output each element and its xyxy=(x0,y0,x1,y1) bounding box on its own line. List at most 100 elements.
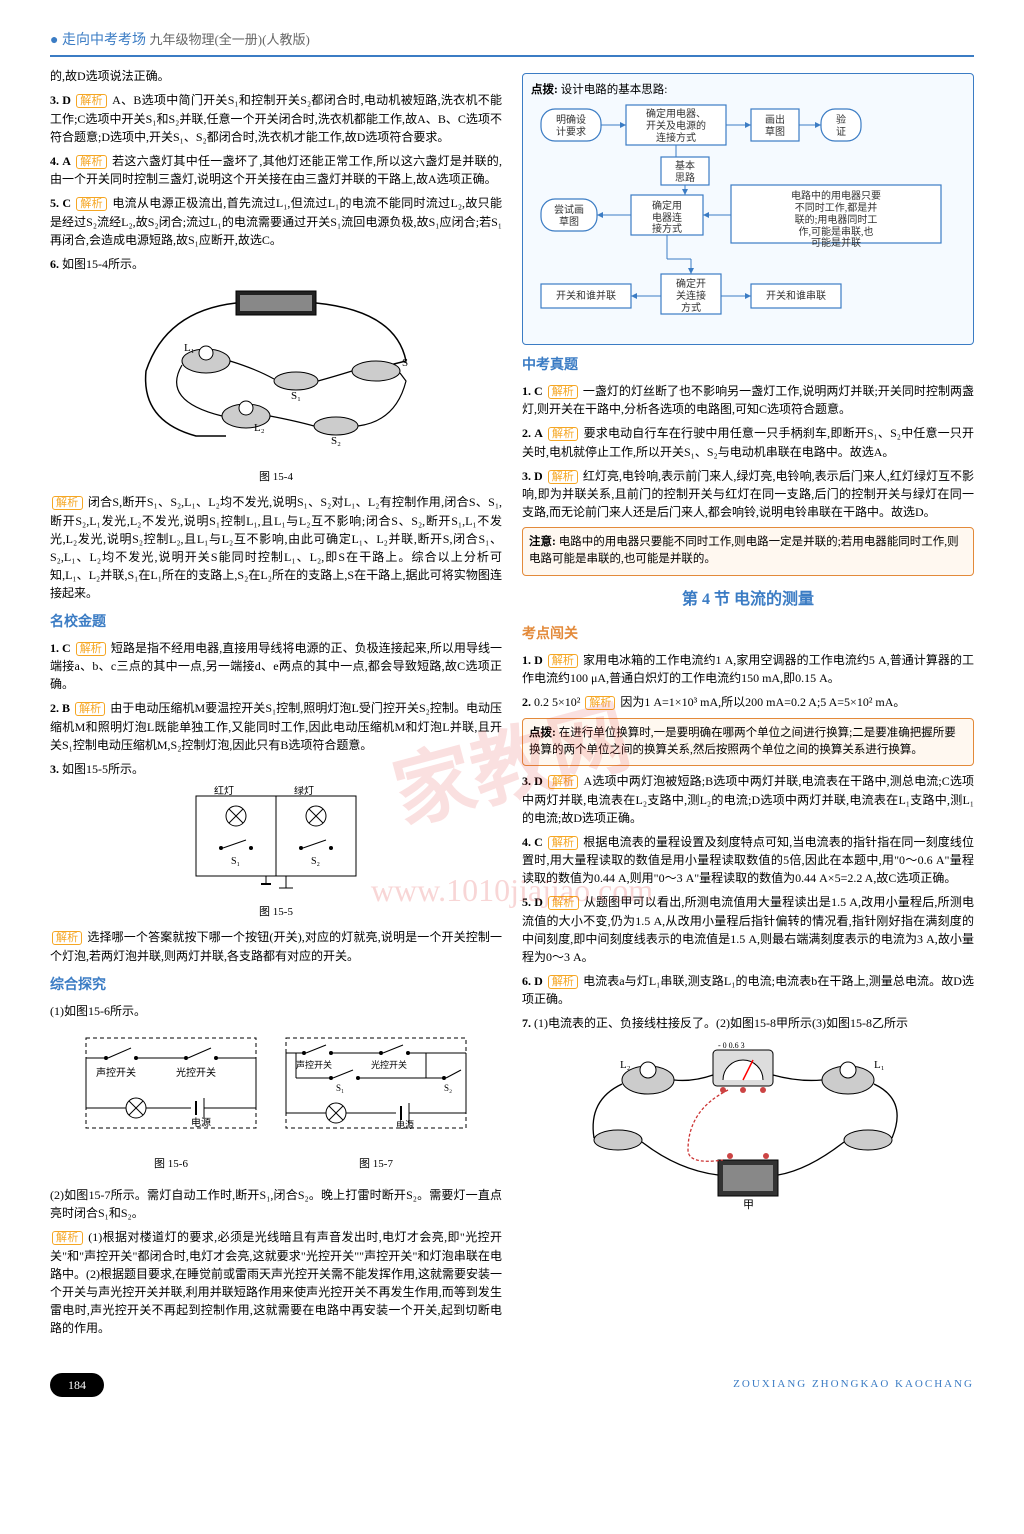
svg-text:可能是并联: 可能是并联 xyxy=(811,236,861,249)
q6-analysis-text: 闭合S,断开S₁、S₂,L₁、L₂均不发光,说明S₁、S₂对L₁、L₂有控制作用… xyxy=(50,495,502,600)
r3-text: 红灯亮,电铃响,表示前门来人,绿灯亮,电铃响,表示后门来人,红灯绿灯互不影响,即… xyxy=(522,469,974,520)
svg-text:计要求: 计要求 xyxy=(556,125,586,138)
q4-ans: A xyxy=(62,154,71,168)
mingxiao-title: 名校金题 xyxy=(50,612,502,633)
svg-text:证: 证 xyxy=(836,126,846,138)
k1-num: 1. xyxy=(522,653,531,667)
m1-text: 短路是指不经用电器,直接用导线将电源的正、负极连接起来,所以用导线一端接a、b、… xyxy=(50,641,502,692)
header-subtitle: 九年级物理(全一册)(人教版) xyxy=(149,32,309,47)
fig157-s1: S₁ xyxy=(336,1083,344,1093)
r2: 2. A 解析 要求电动自行车在行驶中用任意一只手柄刹车,即断开S₁、S₂中任意… xyxy=(522,424,974,461)
k2-text2: 因为1 A=1×10³ mA,所以200 mA=0.2 A;5 A=5×10² … xyxy=(620,695,905,709)
r3-num: 3. xyxy=(522,469,531,483)
k2: 2. 0.2 5×10² 解析 因为1 A=1×10³ mA,所以200 mA=… xyxy=(522,693,974,712)
r1-ans: C xyxy=(534,384,543,398)
k4-text: 根据电流表的量程设置及刻度特点可知,当电流表的指针指在同一刻度线位置时,用大量程… xyxy=(522,835,974,886)
svg-text:开关和谁串联: 开关和谁串联 xyxy=(766,289,826,302)
svg-text:思路: 思路 xyxy=(675,171,695,184)
svg-text:作,可能是串联,也: 作,可能是串联,也 xyxy=(799,225,874,238)
k4-ans: C xyxy=(534,835,543,849)
jiexi-label: 解析 xyxy=(52,1231,83,1245)
dianbo2-text: 在进行单位换算时,一是要明确在哪两个单位之间进行换算;二是要准确把握所要换算的两… xyxy=(529,727,956,756)
svg-text:确定用电器、: 确定用电器、 xyxy=(646,107,706,120)
svg-text:L₂: L₂ xyxy=(620,1059,631,1071)
m3: 3. 如图15-5所示。 xyxy=(50,760,502,778)
svg-text:联的;用电器同时工: 联的;用电器同时工 xyxy=(795,213,878,226)
svg-text:开关及电源的: 开关及电源的 xyxy=(646,119,706,132)
m1: 1. C 解析 短路是指不经用电器,直接用导线将电源的正、负极连接起来,所以用导… xyxy=(50,639,502,694)
k6-text: 电流表a与灯L₁串联,测支路L₁的电流;电流表b在干路上,测量总电流。故D选项正… xyxy=(522,974,974,1007)
figure-15-6-7: 声控开关 光控开关 电源 图 15-6 S₁ S₂ 声控开关 光控开关 xyxy=(50,1028,502,1179)
dianbo2-box: 点拨: 在进行单位换算时,一是要明确在哪两个单位之间进行换算;二是要准确把握所要… xyxy=(522,718,974,767)
jiexi-label: 解析 xyxy=(548,470,578,484)
svg-text:不同时工作,都是并: 不同时工作,都是并 xyxy=(795,201,878,214)
z1a: (1)如图15-6所示。 xyxy=(50,1002,502,1020)
fig156-caption: 图 15-6 xyxy=(76,1156,266,1173)
r2-num: 2. xyxy=(522,426,531,440)
fig154-caption: 图 15-4 xyxy=(50,469,502,486)
k1: 1. D 解析 家用电冰箱的工作电流约1 A,家用空调器的工作电流约5 A,普通… xyxy=(522,651,974,688)
fig155-green: 绿灯 xyxy=(294,786,314,797)
fig155-caption: 图 15-5 xyxy=(50,904,502,921)
svg-text:S₁: S₁ xyxy=(291,390,301,402)
q4-text: 若这六盏灯其中任一盏坏了,其他灯还能正常工作,所以这六盏灯是并联的,由一个开关同… xyxy=(50,154,502,187)
figure-15-4: L₁ S S₁ L₂ S₂ 图 15-4 xyxy=(50,281,502,486)
m1-ans: C xyxy=(62,641,71,655)
jiexi-label: 解析 xyxy=(75,702,105,716)
jiexi-label: 解析 xyxy=(76,197,107,211)
q4-num: 4. xyxy=(50,154,59,168)
k3-num: 3. xyxy=(522,774,531,788)
page-footer: 184 ZOUXIANG ZHONGKAO KAOCHANG xyxy=(50,1363,974,1397)
q6-text: 如图15-4所示。 xyxy=(62,257,144,271)
q3: 3. D 解析 A、B选项中简门开关S₁和控制开关S₂都闭合时,电动机被短路,洗… xyxy=(50,91,502,146)
k5: 5. D 解析 从题图甲可以看出,所测电流值用大量程读出是1.5 A,改用小量程… xyxy=(522,893,974,966)
zhenti-title: 中考真题 xyxy=(522,355,974,376)
figure-15-5: 红灯 绿灯 S₁ S₂ 图 15-5 xyxy=(50,786,502,921)
m2: 2. B 解析 由于电动压缩机M要温控开关S₁控制,照明灯泡L受门控开关S₂控制… xyxy=(50,699,502,754)
zhuyi-text: 电路中的用电器只要能不同时工作,则电路一定是并联的;若用电器能同时工作,则电路可… xyxy=(529,536,959,565)
page-header: ● 走向中考考场 九年级物理(全一册)(人教版) xyxy=(50,30,974,57)
dianbo-box: 点拨: 设计电路的基本思路: 明确设计要求 确定用电器、开关及电源的连接方式 画… xyxy=(522,73,974,345)
m2-text: 由于电动压缩机M要温控开关S₁控制,照明灯泡L受门控开关S₂控制。电动压缩机M和… xyxy=(50,701,502,752)
section4-title: 第 4 节 电流的测量 xyxy=(522,588,974,612)
svg-text:方式: 方式 xyxy=(681,301,701,314)
q3-ans: D xyxy=(62,93,71,107)
m2-ans: B xyxy=(62,701,70,715)
dianbo-label: 点拨: xyxy=(531,84,558,96)
jiexi-label: 解析 xyxy=(76,155,107,169)
svg-text:电路中的用电器只要: 电路中的用电器只要 xyxy=(791,189,881,202)
m3-analysis: 解析 选择哪一个答案就按下哪一个按钮(开关),对应的灯就亮,说明是一个开关控制一… xyxy=(50,928,502,965)
svg-text:L₁: L₁ xyxy=(874,1059,885,1071)
svg-text:草图: 草图 xyxy=(765,126,785,138)
q5: 5. C 解析 电流从电源正极流出,首先流过L₁,但流过L₁的电流不能同时流过L… xyxy=(50,194,502,249)
jiexi-label: 解析 xyxy=(76,94,107,108)
q6: 6. 如图15-4所示。 xyxy=(50,255,502,273)
k3: 3. D 解析 A选项中两灯泡被短路;B选项中两灯并联,电流表在干路中,测总电流… xyxy=(522,772,974,827)
k4-num: 4. xyxy=(522,835,531,849)
q3-num: 3. xyxy=(50,93,59,107)
fig156-sk: 声控开关 xyxy=(96,1066,136,1079)
right-column: 点拨: 设计电路的基本思路: 明确设计要求 确定用电器、开关及电源的连接方式 画… xyxy=(522,67,974,1343)
jiexi-label: 解析 xyxy=(548,836,578,850)
header-title: 走向中考考场 xyxy=(62,33,146,48)
q5-num: 5. xyxy=(50,196,59,210)
r1: 1. C 解析 一盏灯的灯丝断了也不影响另一盏灯工作,说明两灯并联;开关同时控制… xyxy=(522,382,974,419)
fig156-gk: 光控开关 xyxy=(176,1066,216,1079)
page: 家教网 www.1010jiajiao.com ● 走向中考考场 九年级物理(全… xyxy=(0,0,1024,1534)
q6-num: 6. xyxy=(50,257,59,271)
zhuyi-box: 注意: 电路中的用电器只要能不同时工作,则电路一定是并联的;若用电器能同时工作,… xyxy=(522,527,974,576)
fc-n1-l1: 明确设 xyxy=(556,113,586,126)
r2-text: 要求电动自行车在行驶中用任意一只手柄刹车,即断开S₁、S₂中任意一只开关时,电机… xyxy=(522,426,974,459)
k3-ans: D xyxy=(534,774,543,788)
k6: 6. D 解析 电流表a与灯L₁串联,测支路L₁的电流;电流表b在干路上,测量总… xyxy=(522,972,974,1009)
zhuyi-label: 注意: xyxy=(529,536,556,548)
pre-text: 的,故D选项说法正确。 xyxy=(50,67,502,85)
m3-num: 3. xyxy=(50,762,59,776)
svg-text:草图: 草图 xyxy=(559,216,579,228)
dianbo2-label: 点拨: xyxy=(529,727,556,739)
figure-15-8: - 0 0.6 3 L₂ L₁ 甲 xyxy=(522,1040,974,1215)
svg-text:确定开: 确定开 xyxy=(676,277,706,290)
svg-text:基本: 基本 xyxy=(675,159,695,172)
k1-text: 家用电冰箱的工作电流约1 A,家用空调器的工作电流约5 A,普通计算器的工作电流… xyxy=(522,653,974,686)
k7: 7. (1)电流表的正、负接线柱接反了。(2)如图15-8甲所示(3)如图15-… xyxy=(522,1014,974,1032)
